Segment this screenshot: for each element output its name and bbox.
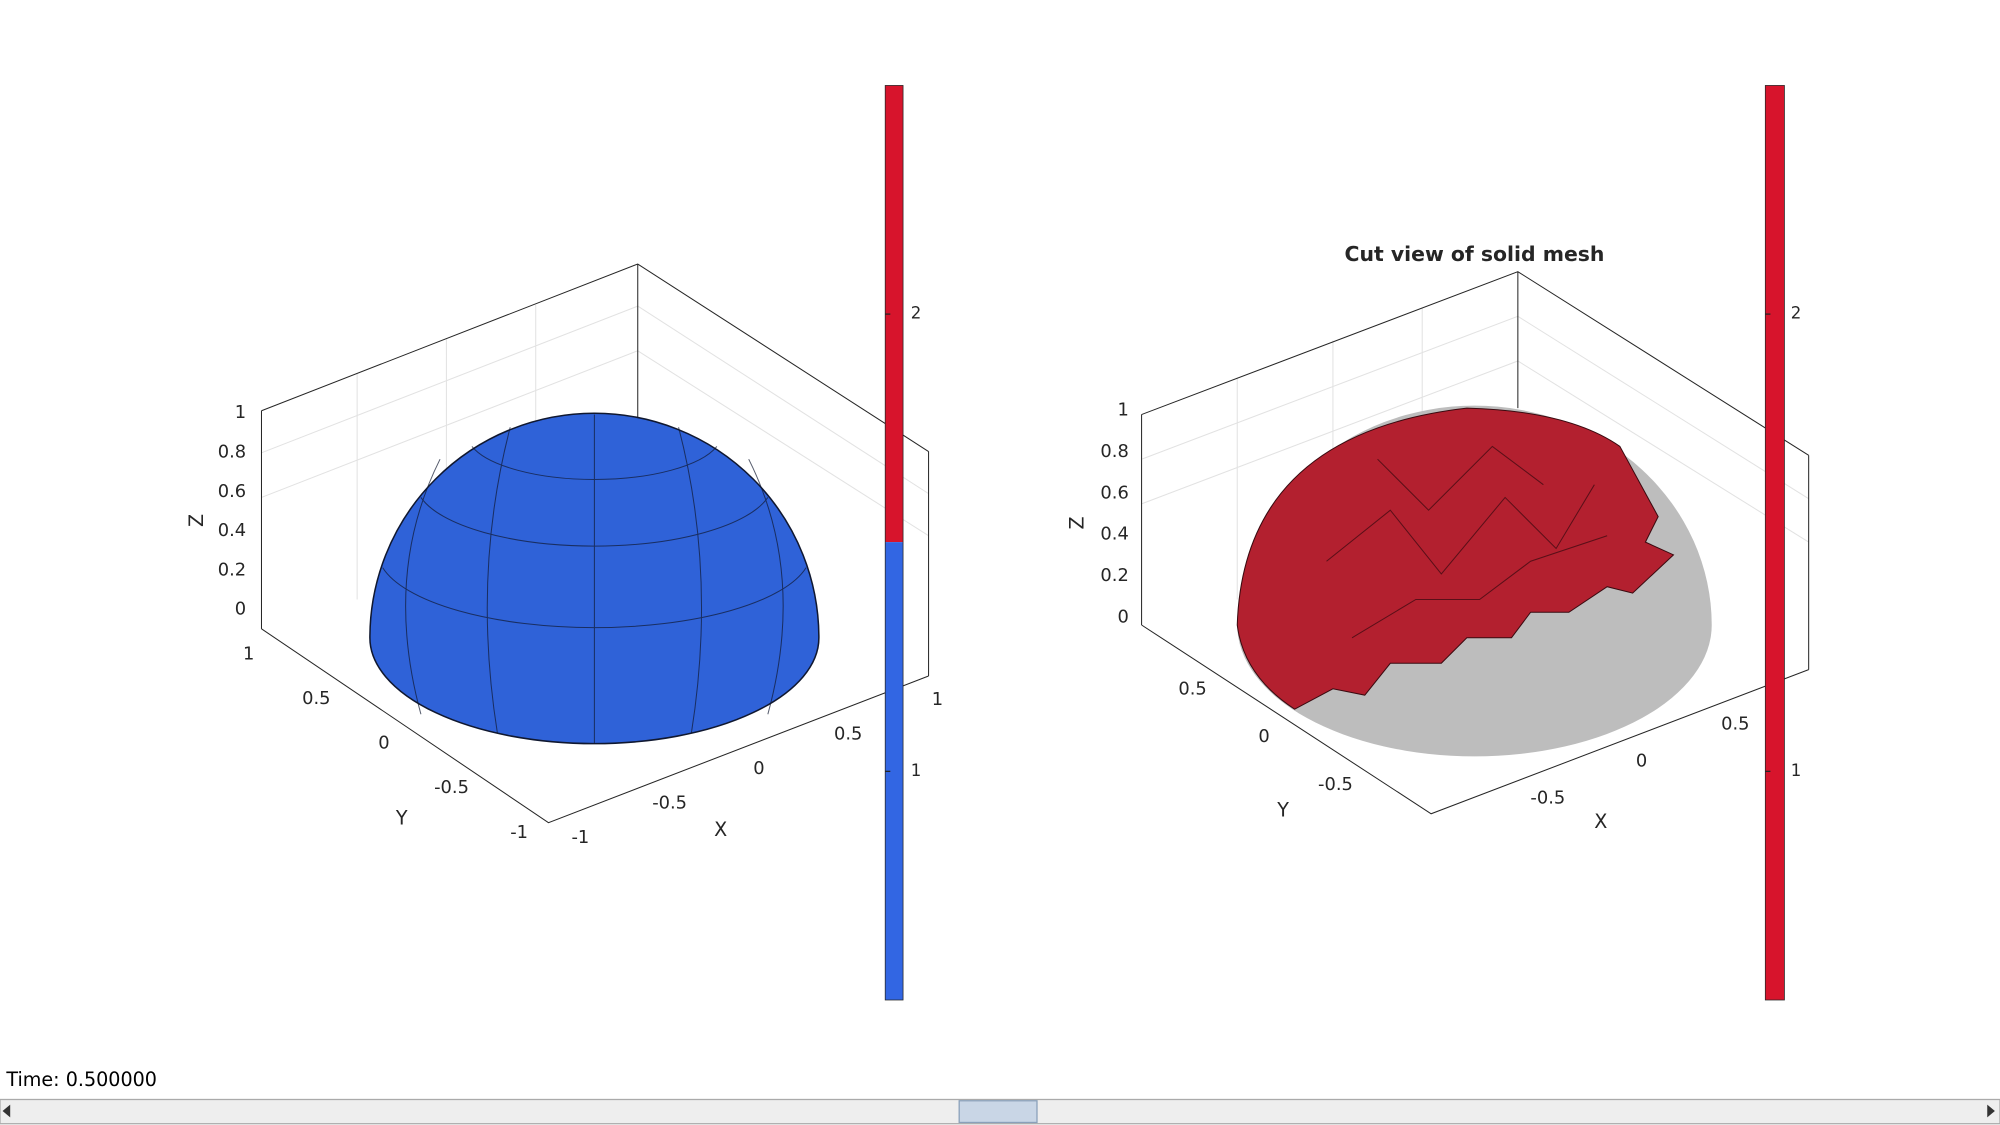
x-tick-label: 0 bbox=[1636, 750, 1647, 771]
z-tick-label: 0.2 bbox=[1100, 565, 1128, 586]
z-tick-label: 0.6 bbox=[218, 481, 246, 502]
x-axis-label: X bbox=[714, 818, 727, 841]
x-tick-label: 0.5 bbox=[834, 724, 862, 745]
z-axis-label: Z bbox=[1065, 516, 1088, 529]
colorbar-tick-label: 1 bbox=[1791, 761, 1802, 780]
z-tick-label: 1 bbox=[235, 402, 246, 423]
x-tick-label: 0 bbox=[753, 758, 764, 779]
y-tick-label: -0.5 bbox=[434, 777, 469, 798]
y-tick-label: -1 bbox=[510, 822, 528, 843]
axes-box bbox=[1141, 271, 1810, 815]
left-axes bbox=[260, 85, 930, 1001]
y-tick-label: 1 bbox=[243, 643, 254, 664]
z-tick-label: 0.4 bbox=[218, 520, 246, 541]
x-tick-label: 0.5 bbox=[1721, 713, 1749, 734]
status-text: Time: 0.500000 bbox=[5, 1068, 157, 1091]
z-tick-label: 0.6 bbox=[1100, 482, 1128, 503]
colorbar-tick-label: 2 bbox=[911, 304, 922, 323]
z-tick-label: 0.8 bbox=[218, 442, 246, 463]
z-tick-label: 1 bbox=[1117, 400, 1128, 421]
mesh-lines bbox=[382, 414, 807, 744]
x-tick-label: 1 bbox=[932, 689, 943, 710]
y-axis-label: Y bbox=[1276, 799, 1289, 822]
colorbar-lower bbox=[885, 542, 904, 1000]
z-tick-label: 0.2 bbox=[218, 559, 246, 580]
slider[interactable] bbox=[0, 1098, 2000, 1125]
z-tick-label: 0 bbox=[235, 599, 246, 620]
colorbar-upper bbox=[885, 85, 904, 543]
z-tick-label: 0 bbox=[1117, 606, 1128, 627]
mesh-lines bbox=[1326, 445, 1608, 639]
x-axis-label: X bbox=[1594, 810, 1607, 833]
cut-mesh bbox=[1236, 407, 1675, 710]
y-tick-label: 0 bbox=[1258, 726, 1269, 747]
z-axis-label: Z bbox=[185, 514, 208, 527]
x-tick-label: -0.5 bbox=[1530, 787, 1565, 808]
slider-thumb[interactable] bbox=[958, 1100, 1038, 1124]
y-tick-label: 0.5 bbox=[302, 688, 330, 709]
y-tick-label: -0.5 bbox=[1318, 774, 1353, 795]
y-tick-label: 0 bbox=[378, 733, 389, 754]
x-tick-label: -1 bbox=[571, 827, 589, 848]
axes-box bbox=[260, 263, 930, 824]
right-axes bbox=[1141, 85, 1810, 1001]
colorbar bbox=[1764, 85, 1785, 1001]
colorbar-tick-label: 1 bbox=[911, 761, 922, 780]
z-tick-label: 0.4 bbox=[1100, 524, 1128, 545]
y-axis-label: Y bbox=[395, 806, 408, 829]
colorbar-frame bbox=[884, 85, 904, 1001]
title: Cut view of solid mesh bbox=[1345, 242, 1605, 266]
x-tick-label: -0.5 bbox=[652, 793, 687, 814]
colorbar-tick-label: 2 bbox=[1791, 304, 1802, 323]
z-tick-label: 0.8 bbox=[1100, 441, 1128, 462]
y-tick-label: 0.5 bbox=[1178, 678, 1206, 699]
